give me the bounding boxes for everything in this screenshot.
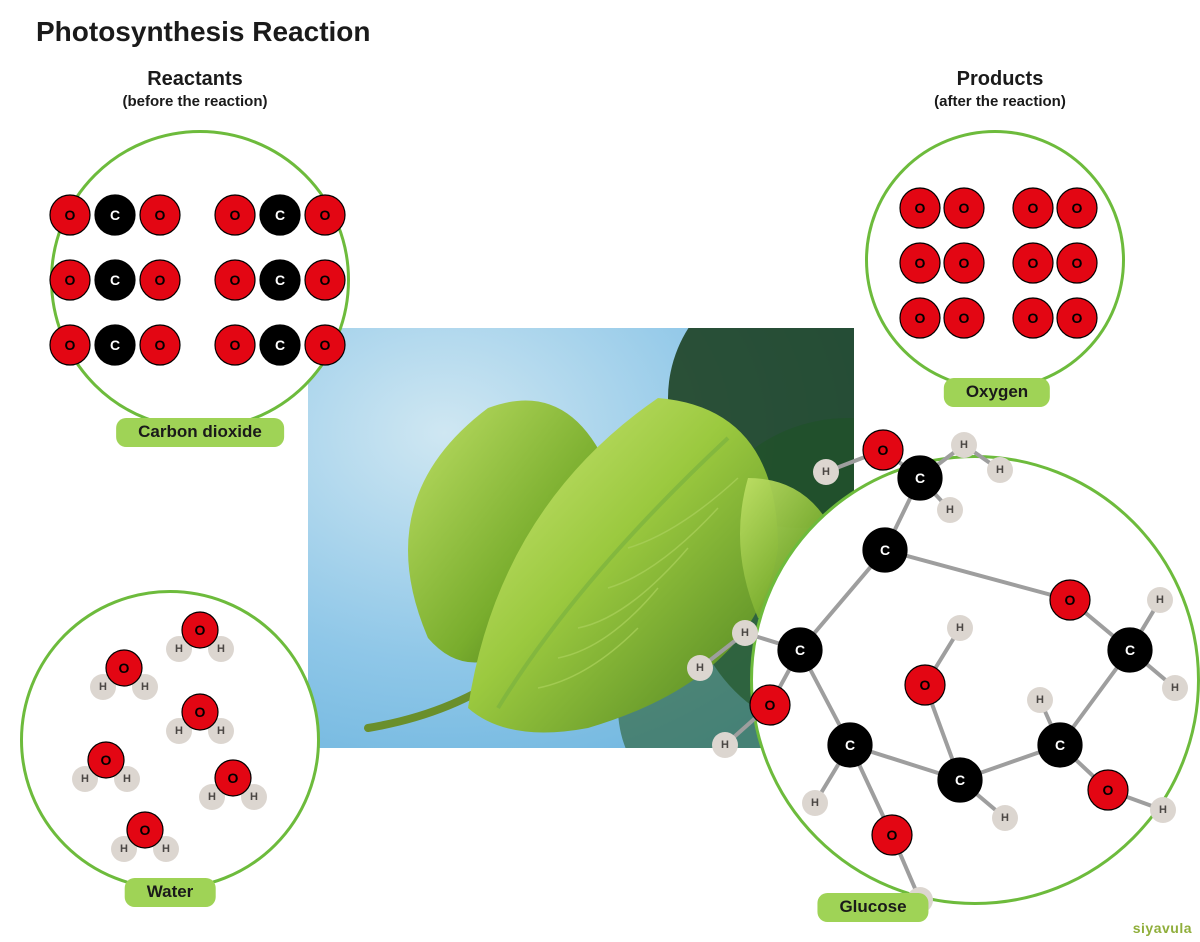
water-label: Water xyxy=(125,878,216,907)
products-heading-line1: Products xyxy=(900,68,1100,91)
co2-circle xyxy=(50,130,350,430)
glucose-circle xyxy=(750,455,1200,905)
reactants-heading-line2: (before the reaction) xyxy=(95,93,295,110)
oxygen-label: Oxygen xyxy=(944,378,1050,407)
reactants-heading-line1: Reactants xyxy=(95,68,295,91)
products-heading-line2: (after the reaction) xyxy=(900,93,1100,110)
products-heading: Products (after the reaction) xyxy=(900,68,1100,110)
svg-text:O: O xyxy=(878,442,889,458)
oxygen-circle xyxy=(865,130,1125,390)
co2-label: Carbon dioxide xyxy=(116,418,284,447)
page-title: Photosynthesis Reaction xyxy=(36,16,371,48)
glucose-label: Glucose xyxy=(817,893,928,922)
water-circle xyxy=(20,590,320,890)
reactants-heading: Reactants (before the reaction) xyxy=(95,68,295,110)
svg-text:H: H xyxy=(960,439,968,451)
watermark: siyavula xyxy=(1133,920,1192,936)
